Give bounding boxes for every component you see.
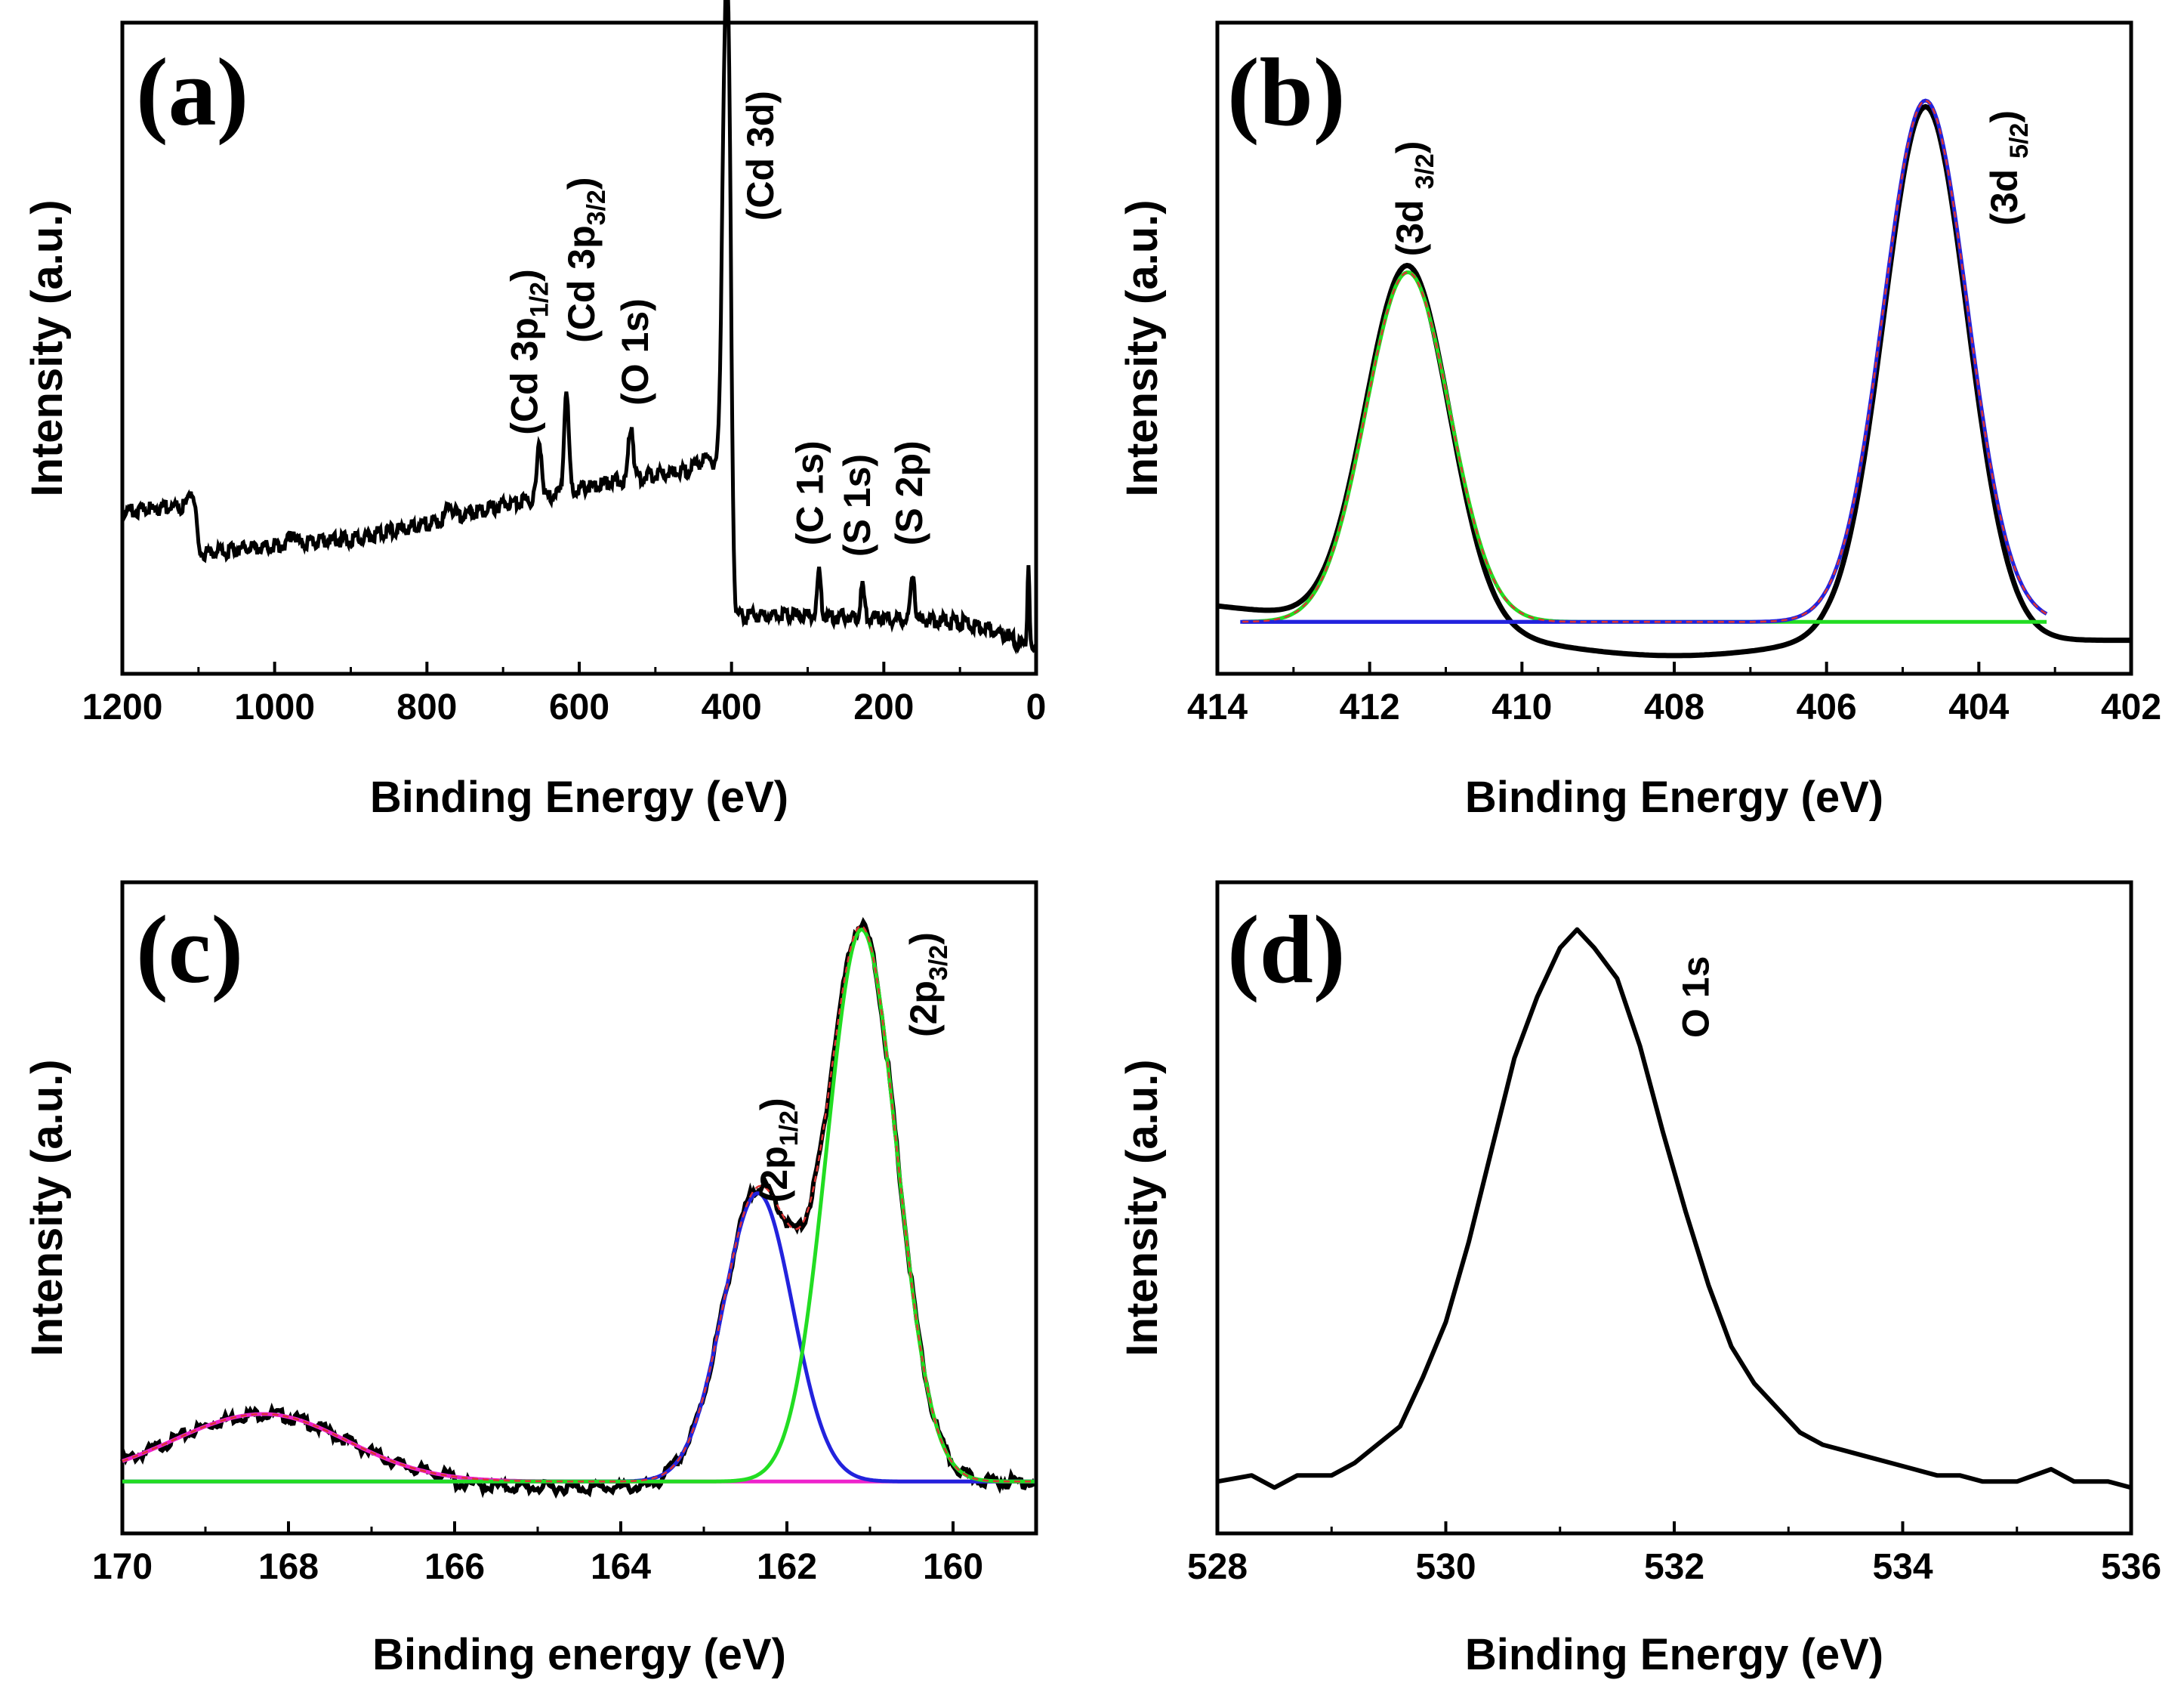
peak-annotation: (O 1s) [614,298,656,406]
fit-envelope [122,926,1035,1481]
x-tick-label: 404 [1948,687,2009,727]
panel-b-ticks: 414 412 410 408 406 404 402 [1187,662,2161,727]
peak-annotation: (2p1/2) [753,1098,804,1203]
peak-annotation: (S 2p) [888,440,930,545]
panel-c-ticks: 170 168 166 164 162 160 [92,1521,983,1587]
x-tick-label: 168 [258,1547,319,1587]
x-tick-label: 400 [702,687,762,727]
x-tick-label: 164 [591,1547,651,1587]
panel-a-xlabel: Binding Energy (eV) [370,773,788,822]
panel-c-xlabel: Binding energy (eV) [372,1630,786,1679]
panel-d-ylabel: Intensity (a.u.) [1118,1059,1167,1356]
panel-d-annotations: O 1s [1674,956,1717,1038]
panel-c-frame [122,882,1036,1533]
panel-b-letter: (b) [1227,39,1345,146]
fit-2p12 [122,1193,1035,1482]
peak-annotation: (S 1s) [836,454,878,557]
x-tick-label: 1200 [82,687,163,727]
x-tick-label: 532 [1644,1547,1704,1587]
panel-a: (a) 1200 1000 800 600 400 200 0 (Cd 3p1/2) (Cd … [23,0,1046,822]
panel-b-xlabel: Binding Energy (eV) [1465,773,1883,822]
panel-b: (b) 414 412 410 408 406 404 402 (3d 3/2) (3d 5/… [1118,23,2161,822]
x-tick-label: 1000 [234,687,315,727]
peak-annotation: (Cd 3d) [739,91,782,221]
peak-annotation: O 1s [1674,956,1717,1038]
x-tick-label: 414 [1187,687,1248,727]
panel-a-ylabel: Intensity (a.u.) [23,199,72,496]
x-tick-label: 534 [1872,1547,1933,1587]
panel-a-frame [122,23,1036,674]
panel-d-xlabel: Binding Energy (eV) [1465,1630,1883,1679]
x-tick-label: 800 [396,687,457,727]
panel-a-ticks: 1200 1000 800 600 400 200 0 [82,662,1047,727]
x-tick-label: 410 [1491,687,1552,727]
x-tick-label: 528 [1187,1547,1248,1587]
fit-3d52 [1242,100,2047,622]
x-tick-label: 200 [853,687,914,727]
panel-d-letter: (d) [1227,896,1345,1003]
panel-c-annotations: (2p1/2) (2p3/2) [753,932,953,1203]
x-tick-label: 0 [1026,687,1047,727]
x-tick-label: 536 [2101,1547,2161,1587]
x-tick-label: 166 [424,1547,485,1587]
panel-c-ylabel: Intensity (a.u.) [23,1059,72,1356]
fit-2p32 [122,930,1035,1482]
panel-d: (d) 528 530 532 534 536 O 1s Binding Energy … [1118,882,2161,1679]
peak-annotation: (2p3/2) [902,932,953,1037]
x-tick-label: 600 [549,687,609,727]
x-tick-label: 530 [1415,1547,1476,1587]
x-tick-label: 160 [923,1547,983,1587]
panel-d-ticks: 528 530 532 534 536 [1187,1521,2161,1587]
fit-3d32 [1242,273,2047,622]
x-tick-label: 406 [1797,687,1857,727]
panel-b-ylabel: Intensity (a.u.) [1118,199,1167,496]
x-tick-label: 412 [1340,687,1400,727]
panel-c-curves [122,922,1035,1494]
x-tick-label: 170 [92,1547,153,1587]
panel-c: (c) 170 168 166 164 162 160 (2p1/2) (2p3/2) Bi… [23,882,1036,1679]
peak-annotation: (3d 3/2) [1389,141,1439,257]
series-raw [122,922,1035,1494]
x-tick-label: 162 [757,1547,817,1587]
peak-annotation: (3d 5/2) [1983,110,2034,226]
fit-envelope [1242,100,2047,622]
peak-annotation: (C 1s) [789,440,831,545]
fit-satellite [122,1414,1035,1481]
panel-c-letter: (c) [136,896,243,1003]
xps-figure: (a) 1200 1000 800 600 400 200 0 (Cd 3p1/2) (Cd … [0,0,2184,1686]
x-tick-label: 402 [2101,687,2161,727]
peak-annotation: (Cd 3p1/2) [504,269,554,434]
peak-annotation: (Cd 3p3/2) [560,177,611,342]
panel-a-letter: (a) [136,39,248,146]
x-tick-label: 408 [1644,687,1704,727]
panel-a-annotations: (Cd 3p1/2) (Cd 3p3/2)(O 1s)(Cd 3d)(C 1s)(… [504,91,930,557]
